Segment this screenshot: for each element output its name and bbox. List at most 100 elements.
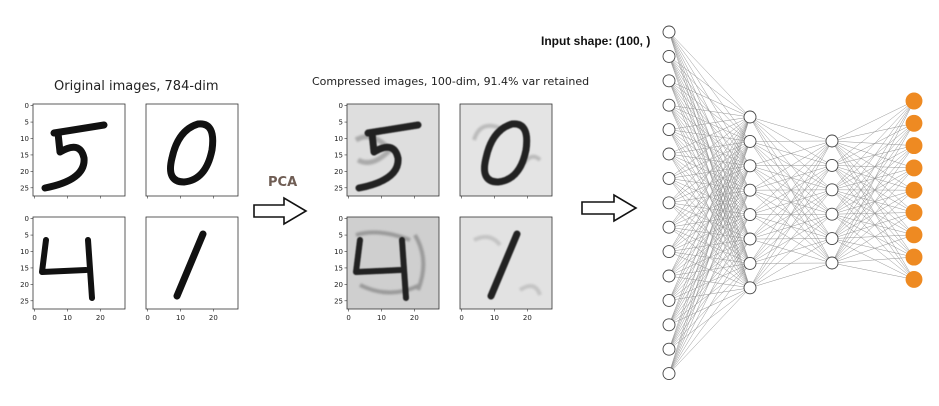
network-edge [831,238,915,280]
network-edge [668,214,751,374]
input-node [662,98,676,112]
hidden-node [825,232,839,246]
network-edge [749,140,833,215]
hidden-node [825,158,839,172]
input-node [662,245,676,259]
output-node [905,181,923,199]
x-tick-label: 20 [523,314,532,322]
output-node [905,92,923,110]
output-node [905,114,923,132]
network-edge [749,140,833,288]
input-node [662,147,676,161]
network-edge [831,123,915,166]
network-edge [668,116,751,277]
x-tick-label: 0 [145,314,149,322]
x-tick-label: 10 [176,314,185,322]
output-node [905,137,923,155]
network-edge [831,140,915,280]
network-edge [831,165,915,213]
compressed-images-group [346,103,553,310]
y-tick-label: 0 [25,215,29,223]
network-edge [831,234,915,239]
original-panel-4 [32,216,126,310]
hidden-node [743,159,757,173]
network-edge [831,140,915,169]
network-edge [831,145,915,190]
network-edge [831,100,915,264]
network-edge [831,145,915,239]
input-node [662,74,676,88]
network-edge [668,116,751,130]
y-tick-label: 15 [20,264,29,272]
y-tick-label: 25 [334,184,343,192]
network-edge [831,165,915,191]
network-edge [749,140,833,191]
network-edge [831,145,915,264]
network-edge [668,238,751,374]
network-edge [831,167,915,215]
network-edge [749,238,833,288]
y-tick-label: 5 [339,232,343,240]
x-tick-label: 20 [96,314,105,322]
y-tick-label: 5 [25,119,29,127]
network-edge [831,100,915,166]
hidden-node [743,281,757,295]
network-edge [831,145,915,215]
input-node [662,293,676,307]
x-tick-label: 10 [490,314,499,322]
output-node [905,159,923,177]
y-tick-label: 15 [334,264,343,272]
hidden-node [825,256,839,270]
hidden-node [743,134,757,148]
network-edge [831,165,915,235]
network-edge [831,100,915,190]
network-edge [668,80,751,118]
network-edge [668,116,751,228]
network-edge [749,214,833,288]
y-tick-label: 10 [334,135,343,143]
network-edge [668,116,751,179]
y-tick-label: 20 [334,168,343,176]
y-tick-label: 0 [339,215,343,223]
network-edge [831,145,915,166]
original-digit-4 [39,237,95,301]
network-edge [668,116,751,325]
network-edge [831,262,915,280]
hidden-node [743,110,757,124]
network-edge [831,123,915,142]
network-edge [831,123,915,239]
compressed-digit-1 [487,230,521,300]
network-edge [831,140,915,213]
input-node [662,367,676,381]
y-tick-label: 5 [339,119,343,127]
y-tick-label: 15 [334,151,343,159]
network-edge [831,165,915,280]
network-edge [831,165,915,258]
network-edge [831,214,915,258]
network-edge [831,140,915,146]
y-tick-label: 25 [20,184,29,192]
network-edge [831,189,915,280]
network-edge [749,116,833,142]
original-digit-1 [173,230,207,300]
y-tick-label: 0 [25,102,29,110]
network-edge [668,116,751,203]
x-tick-label: 20 [209,314,218,322]
network-edge [668,116,751,301]
network-edge [831,212,915,239]
y-tick-label: 25 [334,297,343,305]
network-edge [749,140,833,167]
network-edge [749,140,833,240]
hidden-node [743,232,757,246]
y-tick-label: 20 [20,168,29,176]
input-node [662,269,676,283]
network-edge [831,238,915,258]
network-edge [831,189,915,235]
network-edge [831,123,915,190]
original-images-group [32,103,239,310]
x-tick-label: 20 [410,314,419,322]
network-edge [749,165,833,288]
compressed-digit-5 [355,121,422,192]
hidden-node [825,134,839,148]
network-edge [668,31,751,118]
